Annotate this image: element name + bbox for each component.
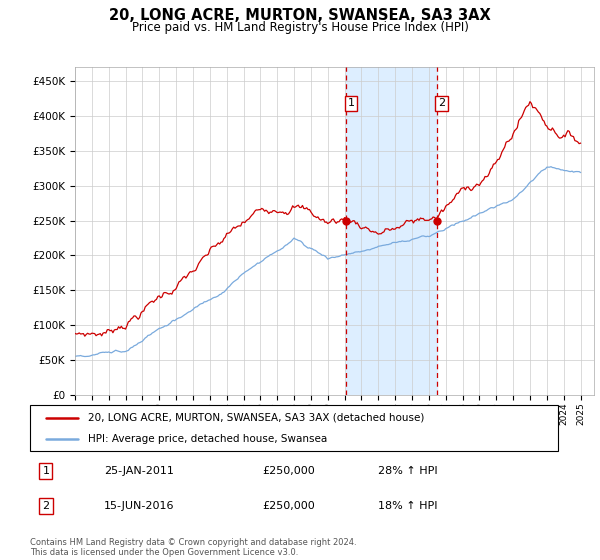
Text: HPI: Average price, detached house, Swansea: HPI: Average price, detached house, Swan…: [88, 435, 328, 444]
Text: 20, LONG ACRE, MURTON, SWANSEA, SA3 3AX (detached house): 20, LONG ACRE, MURTON, SWANSEA, SA3 3AX …: [88, 413, 424, 423]
Text: £250,000: £250,000: [262, 501, 315, 511]
Text: 20, LONG ACRE, MURTON, SWANSEA, SA3 3AX: 20, LONG ACRE, MURTON, SWANSEA, SA3 3AX: [109, 8, 491, 24]
Text: 15-JUN-2016: 15-JUN-2016: [104, 501, 175, 511]
Text: 1: 1: [347, 99, 355, 109]
Text: Price paid vs. HM Land Registry's House Price Index (HPI): Price paid vs. HM Land Registry's House …: [131, 21, 469, 34]
Text: Contains HM Land Registry data © Crown copyright and database right 2024.
This d: Contains HM Land Registry data © Crown c…: [30, 538, 356, 557]
Bar: [346, 67, 437, 395]
Text: £250,000: £250,000: [262, 466, 315, 476]
FancyBboxPatch shape: [30, 405, 558, 451]
Text: 2: 2: [42, 501, 49, 511]
Text: 1: 1: [43, 466, 49, 476]
Text: 28% ↑ HPI: 28% ↑ HPI: [379, 466, 438, 476]
Text: 2: 2: [438, 99, 445, 109]
Text: 25-JAN-2011: 25-JAN-2011: [104, 466, 174, 476]
Text: 18% ↑ HPI: 18% ↑ HPI: [379, 501, 438, 511]
